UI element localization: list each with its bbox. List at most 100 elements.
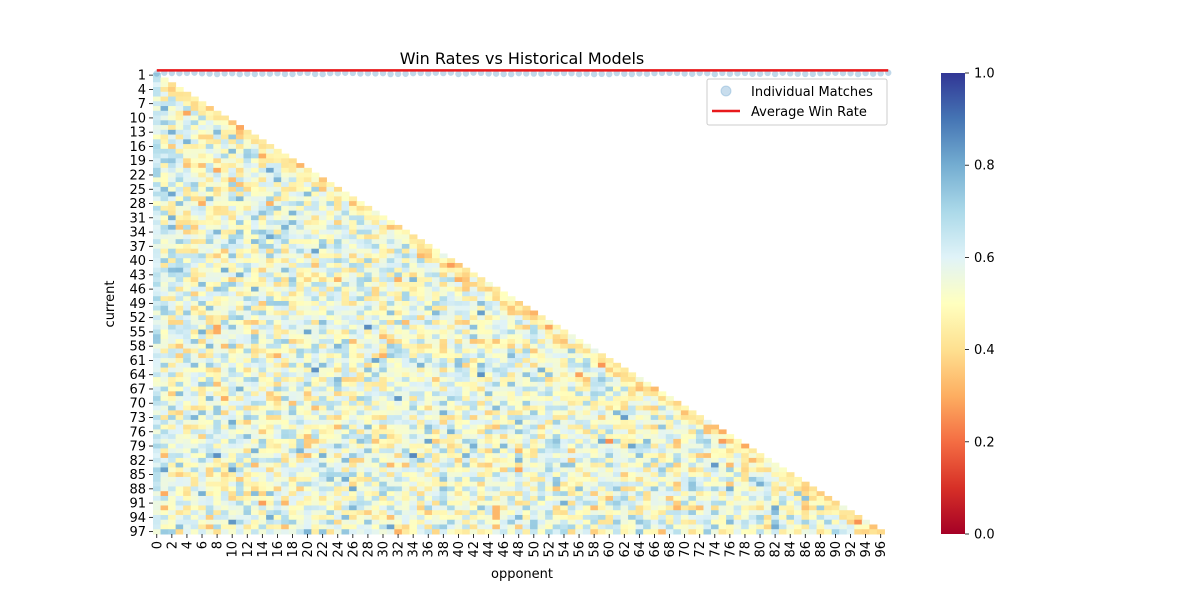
heatmap-cell [333, 519, 343, 525]
heatmap-cell [462, 396, 471, 402]
heatmap-cell [190, 120, 199, 126]
heatmap-cell [793, 486, 803, 492]
heatmap-cell [416, 453, 425, 459]
heatmap-cell [168, 134, 177, 140]
heatmap-cell [582, 500, 591, 506]
heatmap-cell [198, 158, 207, 164]
heatmap-cell [582, 362, 591, 369]
heatmap-cell [439, 462, 448, 468]
chart-title: Win Rates vs Historical Models [400, 49, 645, 68]
heatmap-cell [409, 291, 418, 297]
heatmap-cell [266, 215, 275, 221]
heatmap-cell [416, 434, 425, 440]
heatmap-cell [220, 343, 229, 350]
heatmap-cell [590, 386, 599, 392]
heatmap-cell [243, 519, 252, 525]
heatmap-cell [311, 524, 320, 530]
heatmap-cell [371, 272, 380, 278]
heatmap-cell [831, 519, 840, 525]
heatmap-cell [288, 505, 297, 511]
heatmap-cell [439, 510, 448, 516]
heatmap-cell [288, 467, 297, 473]
heatmap-cell [190, 372, 199, 378]
heatmap-cell [205, 467, 214, 473]
heatmap-cell [416, 362, 425, 369]
heatmap-cell [213, 448, 222, 454]
heatmap-cell [401, 434, 410, 440]
heatmap-cell [273, 239, 282, 245]
heatmap-cell [175, 296, 184, 302]
heatmap-cell [205, 248, 214, 254]
heatmap-cell [183, 272, 192, 278]
heatmap-cell [432, 267, 441, 273]
heatmap-cell [333, 291, 343, 297]
heatmap-cell [650, 486, 659, 492]
heatmap-cell [213, 110, 222, 117]
heatmap-cell [356, 434, 365, 440]
heatmap-cell [477, 410, 486, 416]
heatmap-cell [718, 434, 727, 440]
heatmap-cell [401, 453, 410, 459]
heatmap-cell [153, 348, 162, 354]
heatmap-cell [311, 243, 320, 250]
heatmap-cell [281, 438, 290, 445]
heatmap-cell [530, 448, 539, 454]
heatmap-cell [416, 462, 425, 468]
heatmap-cell [175, 253, 184, 259]
heatmap-cell [643, 396, 652, 402]
heatmap-cell [394, 500, 403, 506]
heatmap-cell [432, 500, 441, 506]
heatmap-cell [567, 481, 576, 487]
heatmap-cell [726, 462, 735, 468]
heatmap-cell [514, 491, 523, 497]
heatmap-cell [379, 320, 388, 326]
heatmap-cell [288, 448, 297, 454]
heatmap-cell [213, 486, 222, 492]
heatmap-cell [220, 372, 229, 378]
heatmap-cell [213, 148, 222, 155]
heatmap-cell [612, 514, 622, 521]
heatmap-cell [371, 281, 380, 288]
heatmap-cell [266, 343, 275, 350]
heatmap-cell [462, 348, 471, 354]
heatmap-cell [190, 129, 199, 136]
heatmap-cell [469, 381, 478, 388]
heatmap-cell [251, 410, 260, 416]
heatmap-cell [371, 329, 380, 335]
heatmap-cell [597, 462, 606, 468]
heatmap-cell [597, 362, 606, 369]
heatmap-cell [447, 272, 456, 278]
heatmap-cell [454, 410, 463, 416]
heatmap-cell [190, 277, 199, 283]
heatmap-cell [311, 495, 320, 502]
x-tick-label: 26 [346, 541, 361, 558]
heatmap-cell [153, 258, 162, 264]
heatmap-cell [582, 495, 591, 502]
heatmap-cell [462, 510, 471, 516]
heatmap-cell [386, 324, 395, 331]
heatmap-cell [205, 358, 214, 364]
heatmap-cell [628, 429, 637, 435]
heatmap-cell [432, 443, 441, 449]
heatmap-cell [341, 286, 350, 292]
heatmap-cell [190, 301, 199, 307]
heatmap-cell [477, 377, 486, 383]
heatmap-cell [183, 224, 192, 231]
x-tick-label: 6 [196, 541, 211, 549]
heatmap-cell [333, 267, 343, 273]
heatmap-cell [432, 381, 441, 388]
heatmap-cell [432, 310, 441, 316]
heatmap-cell [205, 243, 214, 250]
heatmap-cell [281, 453, 290, 459]
heatmap-cell [771, 510, 780, 516]
heatmap-cell [560, 467, 569, 473]
heatmap-cell [311, 500, 320, 506]
heatmap-cell [514, 324, 523, 331]
heatmap-cell [635, 429, 644, 435]
individual-match-point [628, 70, 636, 78]
heatmap-cell [243, 172, 252, 178]
heatmap-cell [198, 144, 207, 150]
heatmap-cell [552, 476, 561, 483]
heatmap-cell [243, 448, 252, 454]
heatmap-cell [303, 272, 312, 278]
